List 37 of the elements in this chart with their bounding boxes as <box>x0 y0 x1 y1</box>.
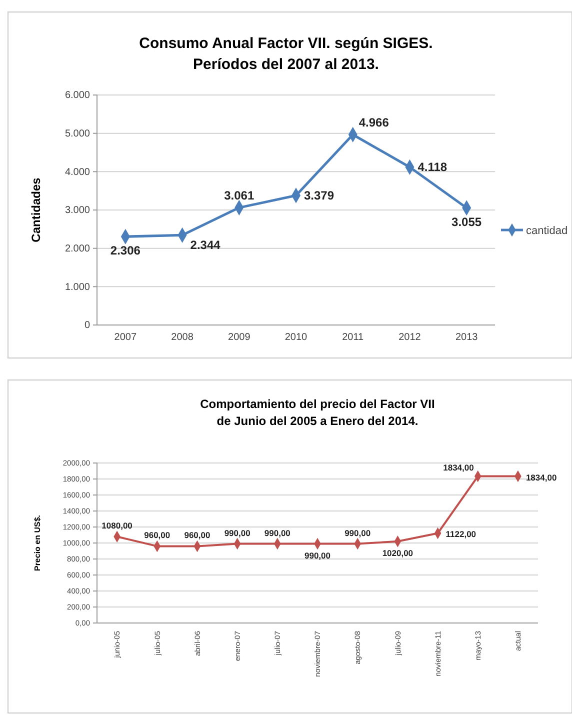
data-label: 990,00 <box>264 528 291 538</box>
data-label: 1080,00 <box>102 520 133 531</box>
data-label: 3.061 <box>224 188 254 203</box>
data-label: 3.379 <box>304 188 334 202</box>
x-tick-label: 2009 <box>228 332 251 343</box>
x-tick-label: 2010 <box>284 332 308 343</box>
x-tick-label: 2011 <box>342 332 364 343</box>
data-label: 990,00 <box>304 550 331 560</box>
data-label: 1834,00 <box>526 472 557 482</box>
data-label: 2.306 <box>110 244 141 258</box>
data-label: 1122,00 <box>446 529 476 540</box>
y-axis-title: Precio en US$. <box>33 514 42 572</box>
x-tick-label: 2012 <box>398 332 422 343</box>
data-label: 990,00 <box>344 528 371 538</box>
y-tick-label: 6.000 <box>64 90 90 102</box>
data-label: 2.344 <box>190 238 221 252</box>
legend-label: cantidad <box>526 225 568 237</box>
data-label: 1020,00 <box>382 548 414 558</box>
y-tick-label: 5.000 <box>64 128 90 140</box>
y-tick-label: 4.000 <box>64 166 90 178</box>
data-label: 960,00 <box>144 530 170 540</box>
data-label: 960,00 <box>184 530 210 540</box>
x-tick-label: 2013 <box>455 332 478 343</box>
data-label: 4.966 <box>358 116 390 130</box>
data-label: 3.055 <box>452 214 482 229</box>
chart-title: Comportamiento del precio del Factor VII de Junio del 2005 a Enero del 2014. <box>200 397 435 428</box>
data-label: 4.118 <box>418 160 448 174</box>
y-tick-label: 2.000 <box>64 244 90 255</box>
y-tick-label: 1.000 <box>64 282 90 293</box>
y-tick-label: 3.000 <box>64 205 90 216</box>
x-tick-label: 2008 <box>171 332 194 343</box>
data-label: 990,00 <box>224 528 251 538</box>
data-label: 1834,00 <box>443 462 474 472</box>
x-tick-label: 2007 <box>114 332 137 343</box>
y-tick-label: 0 <box>84 320 90 332</box>
chart-title: Consumo Anual Factor VII. según SIGES. Períodos del 2007 al 2013. <box>139 35 433 73</box>
y-axis-title: Cantidades <box>29 177 43 242</box>
